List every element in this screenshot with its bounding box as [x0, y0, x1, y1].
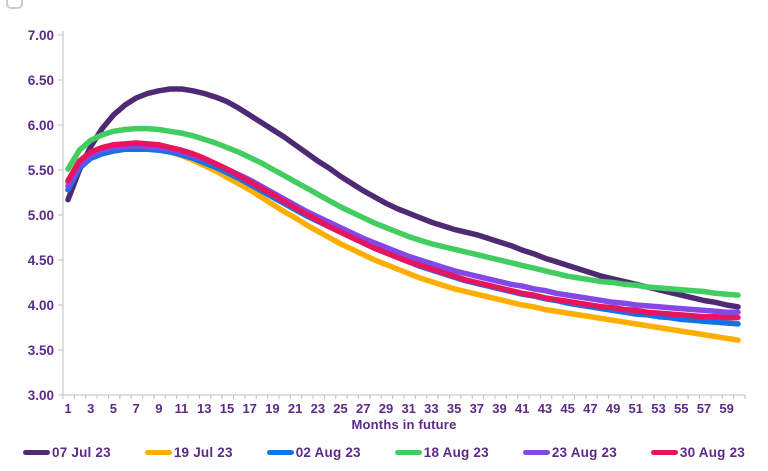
legend-item-07-jul-23: 07 Jul 23 — [23, 445, 111, 460]
y-tick-label: 4.50 — [28, 253, 54, 268]
x-tick-label: 21 — [288, 401, 302, 416]
series-line-30-aug-23 — [65, 140, 741, 321]
legend-label: 19 Jul 23 — [173, 444, 233, 460]
x-tick-label: 57 — [697, 401, 711, 416]
x-tick-label: 25 — [333, 401, 347, 416]
x-tick-label: 5 — [110, 401, 117, 416]
x-tick-label: 35 — [447, 401, 461, 416]
x-tick-label: 3 — [87, 401, 94, 416]
x-tick-label: 37 — [470, 401, 484, 416]
x-tick-label: 59 — [719, 401, 733, 416]
legend-label: 23 Aug 23 — [551, 444, 617, 460]
x-tick-label: 9 — [155, 401, 162, 416]
legend-item-23-aug-23: 23 Aug 23 — [522, 444, 617, 460]
x-tick-label: 47 — [583, 401, 597, 416]
y-tick-label: 4.00 — [28, 298, 54, 313]
x-axis-title: Months in future — [351, 417, 457, 432]
y-tick-label: 5.00 — [28, 208, 54, 223]
legend-swatch-icon — [522, 449, 550, 455]
x-tick-label: 7 — [133, 401, 140, 416]
legend-label: 07 Jul 23 — [52, 444, 111, 460]
x-tick-label: 41 — [515, 401, 529, 416]
x-tick-label: 43 — [538, 401, 552, 416]
legend-swatch-icon — [266, 449, 294, 455]
x-tick-label: 17 — [242, 401, 256, 416]
legend-swatch-icon — [394, 449, 422, 455]
legend-swatch-icon — [144, 449, 172, 455]
y-tick-label: 5.50 — [28, 163, 54, 178]
x-tick-label: 1 — [64, 401, 71, 416]
legend-swatch-icon — [650, 449, 678, 455]
x-tick-label: 51 — [629, 401, 643, 416]
x-tick-label: 39 — [492, 401, 506, 416]
x-tick-label: 15 — [220, 401, 234, 416]
legend-item-19-jul-23: 19 Jul 23 — [144, 444, 233, 460]
legend-swatch-icon — [23, 449, 50, 455]
x-tick-label: 53 — [651, 401, 665, 416]
series-line-18-aug-23 — [65, 125, 741, 298]
y-tick-label: 7.00 — [28, 28, 54, 43]
legend-label: 30 Aug 23 — [679, 444, 745, 460]
x-tick-label: 31 — [401, 401, 415, 416]
legend-item-02-aug-23: 02 Aug 23 — [266, 444, 361, 460]
legend-label: 18 Aug 23 — [423, 444, 489, 460]
y-tick-label: 6.50 — [28, 73, 54, 88]
x-tick-label: 13 — [197, 401, 211, 416]
y-tick-label: 6.00 — [28, 118, 54, 133]
legend-item-18-aug-23: 18 Aug 23 — [394, 444, 489, 460]
corner-ui-fragment — [6, 0, 23, 9]
y-tick-label: 3.00 — [28, 388, 54, 403]
x-tick-label: 29 — [379, 401, 393, 416]
legend-item-30-aug-23: 30 Aug 23 — [650, 444, 745, 460]
x-tick-label: 19 — [265, 401, 279, 416]
x-tick-label: 11 — [175, 401, 189, 416]
x-tick-label: 33 — [424, 401, 438, 416]
x-tick-label: 23 — [311, 401, 325, 416]
chart-legend: 07 Jul 23 19 Jul 23 02 Aug 23 18 Aug 23 23 A… — [0, 440, 768, 464]
x-tick-label: 45 — [560, 401, 574, 416]
legend-label: 02 Aug 23 — [295, 444, 361, 460]
x-tick-label: 49 — [606, 401, 620, 416]
y-tick-label: 3.50 — [28, 343, 54, 358]
x-tick-label: 27 — [356, 401, 370, 416]
x-tick-label: 55 — [674, 401, 688, 416]
